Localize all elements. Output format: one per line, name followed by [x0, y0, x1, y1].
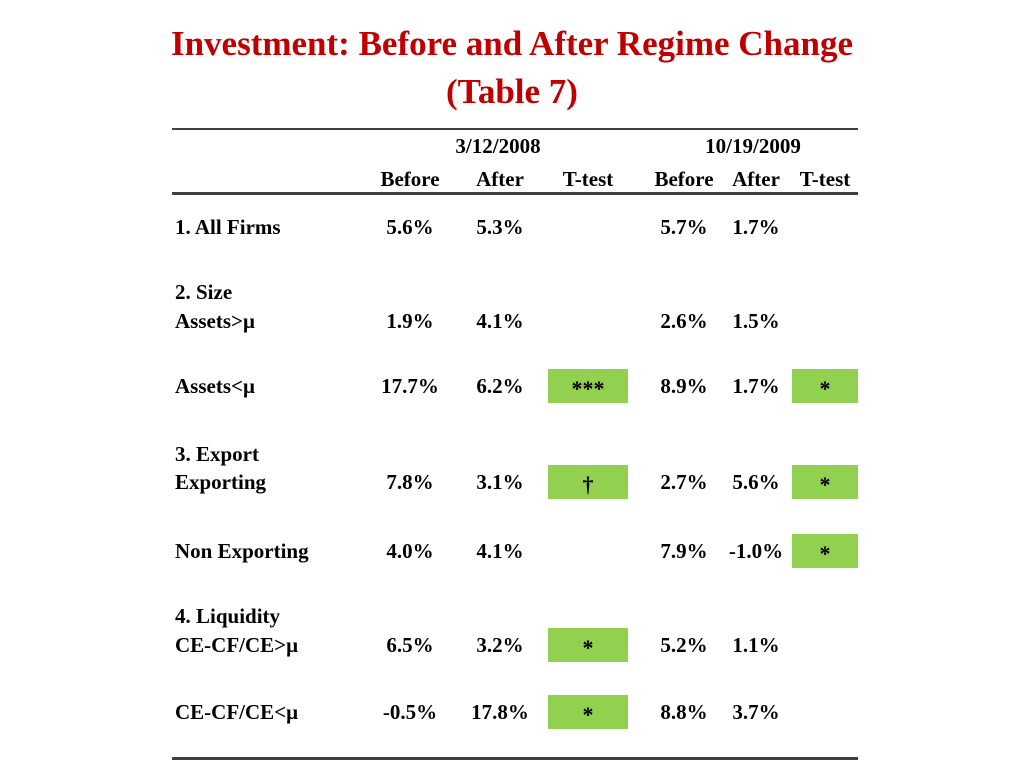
significance-symbol: * — [819, 472, 831, 497]
cell-label: 2. Size — [175, 279, 233, 304]
subheader-ttest-2008: T-test — [562, 166, 614, 191]
table-header-rule — [172, 192, 858, 195]
cell-label: 3. Export — [175, 441, 259, 466]
significance-symbol: *** — [571, 376, 605, 401]
cell-after-2008: 6.2% — [476, 373, 524, 398]
significance-symbol: * — [819, 376, 831, 401]
cell-ttest-2008: † — [548, 465, 628, 499]
significance-symbol: * — [582, 702, 594, 727]
cell-after-2008: 5.3% — [476, 214, 524, 239]
cell-ttest-2009: * — [792, 465, 858, 499]
table-row: Exporting 7.8% 3.1% † 2.7% 5.6% * — [172, 465, 858, 499]
significance-highlight: † — [548, 465, 628, 499]
cell-before-2008: 7.8% — [386, 469, 434, 494]
cell-before-2008: -0.5% — [382, 699, 438, 724]
cell-before-2008: 4.0% — [386, 538, 434, 563]
cell-before-2008: 6.5% — [386, 632, 434, 657]
cell-label: 1. All Firms — [175, 214, 281, 239]
cell-before-2009: 8.8% — [660, 699, 708, 724]
cell-after-2009: 1.1% — [732, 632, 780, 657]
cell-after-2009: 1.7% — [732, 373, 780, 398]
cell-after-2008: 3.2% — [476, 632, 524, 657]
significance-highlight: * — [792, 534, 858, 568]
significance-symbol: * — [582, 635, 594, 660]
cell-ttest-2009: * — [792, 534, 858, 568]
significance-highlight: * — [548, 628, 628, 662]
cell-after-2009: 1.7% — [732, 214, 780, 239]
cell-before-2008: 1.9% — [386, 308, 434, 333]
table-row: Assets<μ 17.7% 6.2% *** 8.9% 1.7% * — [172, 369, 858, 403]
cell-label: Non Exporting — [175, 538, 309, 563]
subheader-before-2008: Before — [380, 166, 440, 191]
cell-label: CE-CF/CE>μ — [175, 632, 299, 657]
table-row: Assets>μ 1.9% 4.1% 2.6% 1.5% — [172, 306, 858, 336]
significance-highlight: * — [548, 695, 628, 729]
results-table: 3/12/2008 10/19/2009 Before After T-test… — [172, 0, 858, 768]
cell-label: Assets>μ — [175, 308, 255, 333]
table-row: Non Exporting 4.0% 4.1% 7.9% -1.0% * — [172, 534, 858, 568]
table-row: CE-CF/CE<μ -0.5% 17.8% * 8.8% 3.7% — [172, 695, 858, 729]
group-header-2009: 10/19/2009 — [705, 133, 801, 158]
cell-after-2009: 5.6% — [732, 469, 780, 494]
table-top-rule — [172, 128, 858, 130]
title-line1: Investment: Before and After Regime Chan… — [170, 24, 854, 63]
title-line2: (Table 7) — [446, 72, 578, 111]
table-section-row: 3. Export — [172, 439, 858, 469]
cell-after-2008: 17.8% — [471, 699, 529, 724]
cell-ttest-2009: * — [792, 369, 858, 403]
cell-before-2009: 2.7% — [660, 469, 708, 494]
cell-before-2009: 5.7% — [660, 214, 708, 239]
cell-after-2008: 3.1% — [476, 469, 524, 494]
cell-after-2009: 1.5% — [732, 308, 780, 333]
cell-before-2009: 2.6% — [660, 308, 708, 333]
slide-title: Investment: Before and After Regime Chan… — [0, 20, 1024, 116]
cell-before-2009: 8.9% — [660, 373, 708, 398]
table-row: CE-CF/CE>μ 6.5% 3.2% * 5.2% 1.1% — [172, 628, 858, 662]
subheader-after-2009: After — [732, 166, 780, 191]
cell-ttest-2008: *** — [548, 369, 628, 403]
cell-ttest-2008: * — [548, 628, 628, 662]
table-row: 1. All Firms 5.6% 5.3% 5.7% 1.7% — [172, 212, 858, 242]
cell-after-2009: -1.0% — [728, 538, 784, 563]
significance-highlight: * — [792, 369, 858, 403]
significance-symbol: † — [582, 472, 594, 497]
table-bottom-rule — [172, 757, 858, 760]
cell-label: 4. Liquidity — [175, 603, 281, 628]
significance-symbol: * — [819, 541, 831, 566]
cell-before-2008: 5.6% — [386, 214, 434, 239]
cell-label: Exporting — [175, 469, 267, 494]
cell-ttest-2008: * — [548, 695, 628, 729]
subheader-after-2008: After — [476, 166, 524, 191]
cell-label: Assets<μ — [175, 373, 255, 398]
significance-highlight: *** — [548, 369, 628, 403]
subheader-ttest-2009: T-test — [799, 166, 851, 191]
cell-before-2009: 7.9% — [660, 538, 708, 563]
subheader-before-2009: Before — [654, 166, 714, 191]
group-header-2008: 3/12/2008 — [455, 133, 541, 158]
table-subheader-row: Before After T-test Before After T-test — [172, 166, 858, 192]
cell-after-2009: 3.7% — [732, 699, 780, 724]
cell-label: CE-CF/CE<μ — [175, 699, 299, 724]
cell-after-2008: 4.1% — [476, 308, 524, 333]
table-section-row: 4. Liquidity — [172, 601, 858, 631]
cell-before-2009: 5.2% — [660, 632, 708, 657]
table-group-header-row: 3/12/2008 10/19/2009 — [172, 131, 858, 161]
cell-before-2008: 17.7% — [381, 373, 439, 398]
cell-after-2008: 4.1% — [476, 538, 524, 563]
significance-highlight: * — [792, 465, 858, 499]
table-section-row: 2. Size — [172, 277, 858, 307]
